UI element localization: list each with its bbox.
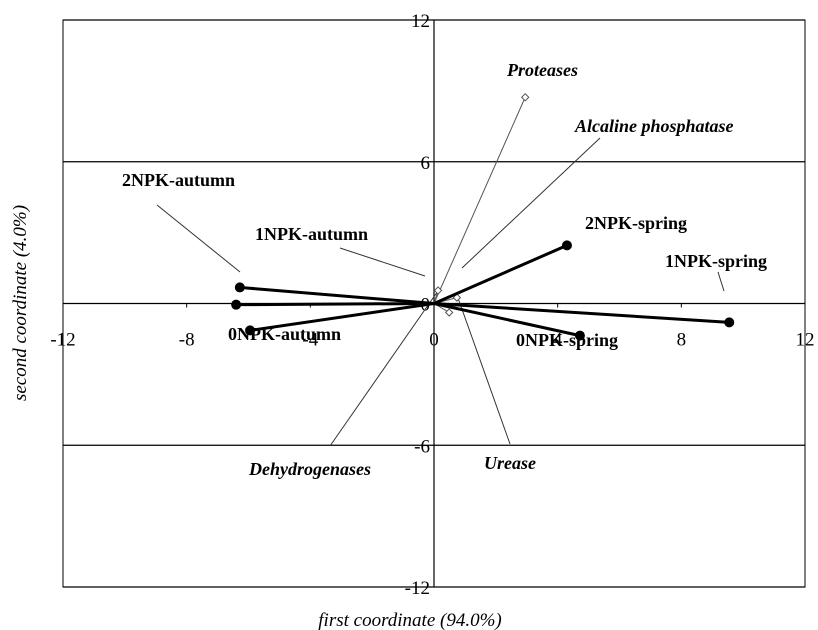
point-label: 0NPK-autumn: [228, 324, 341, 344]
point: [574, 330, 585, 341]
x-tick-label: 12: [796, 330, 815, 351]
x-tick-label: 0: [429, 330, 439, 351]
x-tick-label: -12: [50, 330, 75, 351]
point-label: 1NPK-autumn: [255, 224, 368, 244]
vector-label: Dehydrogenases: [248, 459, 371, 479]
point-label: 1NPK-spring: [665, 251, 767, 271]
y-tick-label: 12: [411, 11, 430, 32]
vector-label: Alcaline phosphatase: [574, 116, 734, 136]
y-tick-label: 6: [421, 153, 431, 174]
x-tick-label: 4: [553, 330, 563, 351]
leader-line: [457, 297, 511, 445]
point-label: 2NPK-spring: [585, 213, 687, 233]
vector-point: [444, 308, 454, 317]
vector-line: [433, 97, 526, 304]
y-tick-label: -6: [414, 436, 430, 457]
leader-line: [461, 137, 601, 269]
point: [561, 240, 572, 251]
leader-line: [339, 247, 426, 277]
x-tick-label: -4: [302, 330, 318, 351]
vector-label: Proteases: [506, 60, 578, 80]
point-line: [236, 302, 435, 307]
point-line: [239, 285, 435, 305]
x-tick-label: -8: [179, 330, 195, 351]
point: [234, 282, 245, 293]
point: [245, 325, 256, 336]
point-label: 0NPK-spring: [516, 330, 618, 350]
point-line: [433, 244, 568, 305]
x-axis-label: first coordinate (94.0%): [318, 610, 501, 630]
point-line: [433, 302, 581, 338]
point: [231, 299, 242, 310]
point-label: 2NPK-autumn: [122, 170, 235, 190]
y-axis-label: second coordinate (4.0%): [10, 205, 31, 401]
leader-line: [156, 204, 241, 273]
y-tick-label: -12: [405, 578, 430, 599]
leader-line: [717, 271, 725, 292]
x-tick-label: 8: [677, 330, 687, 351]
vector-point: [520, 93, 530, 102]
vector-point: [433, 286, 443, 295]
point-line: [249, 302, 435, 332]
point: [724, 317, 735, 328]
leader-line: [329, 287, 441, 447]
vector-label: Urease: [484, 453, 536, 473]
point-line: [433, 302, 730, 324]
